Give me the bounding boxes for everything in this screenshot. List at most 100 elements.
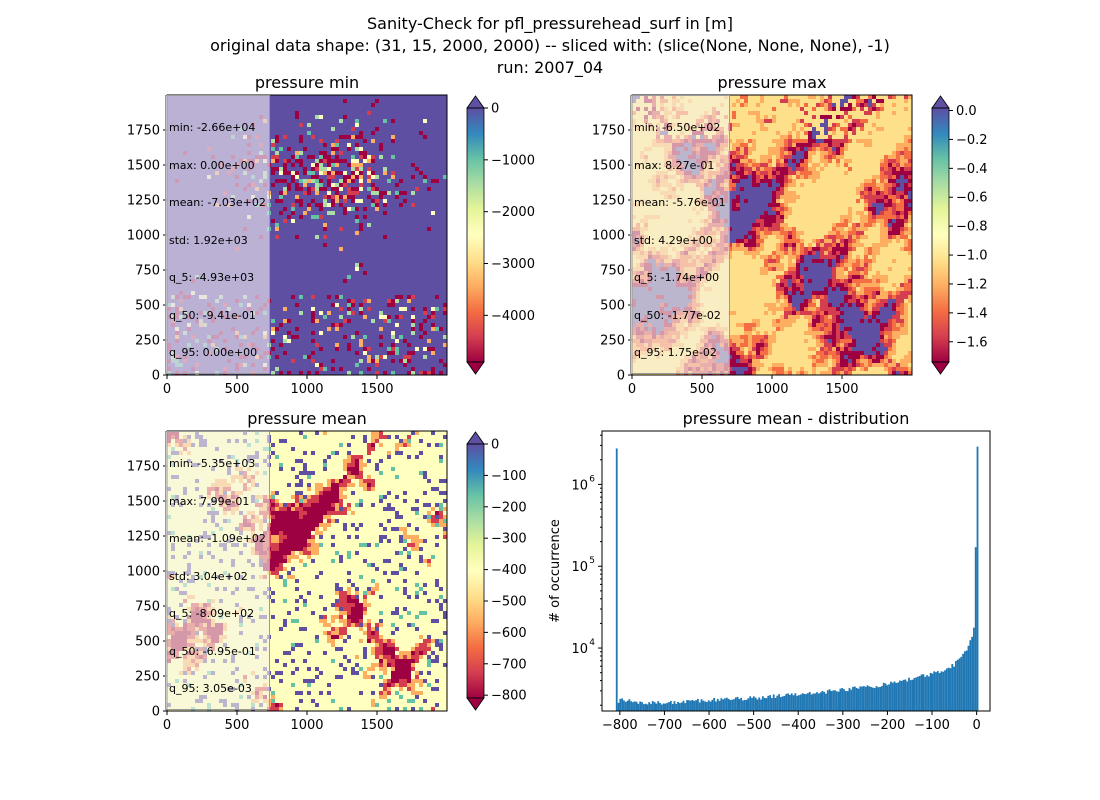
heatmap-cell: [800, 295, 804, 299]
heatmap-cell: [856, 267, 860, 271]
heatmap-cell: [844, 151, 848, 155]
heatmap-cell: [319, 207, 323, 211]
heatmap-cell: [740, 371, 744, 375]
heatmap-cell: [856, 111, 860, 115]
heatmap-cell: [840, 295, 844, 299]
heatmap-cell: [820, 279, 824, 283]
heatmap-cell: [848, 283, 852, 287]
heatmap-cell: [848, 347, 852, 351]
heatmap-cell: [868, 191, 872, 195]
heatmap-cell: [728, 175, 732, 179]
heatmap-cell: [808, 371, 812, 375]
heatmap-cell: [287, 331, 291, 335]
heatmap-cell: [792, 143, 796, 147]
heatmap-cell: [860, 283, 864, 287]
heatmap-cell: [772, 307, 776, 311]
heatmap-cell: [872, 235, 876, 239]
heatmap-cell: [856, 135, 860, 139]
heatmap-cell: [788, 99, 792, 103]
heatmap-cell: [423, 355, 427, 359]
heatmap-cell: [355, 331, 359, 335]
heatmap-cell: [844, 99, 848, 103]
heatmap-cell: [760, 167, 764, 171]
heatmap-cell: [900, 283, 904, 287]
heatmap-cell: [848, 303, 852, 307]
heatmap-cell: [892, 231, 896, 235]
heatmap-cell: [395, 347, 399, 351]
heatmap-cell: [908, 319, 912, 323]
heatmap-cell: [808, 323, 812, 327]
heatmap-cell: [752, 323, 756, 327]
heatmap-cell: [832, 355, 836, 359]
heatmap-cell: [784, 167, 788, 171]
heatmap-cell: [804, 107, 808, 111]
heatmap-cell: [756, 355, 760, 359]
heatmap-cell: [744, 143, 748, 147]
heatmap-cell: [856, 275, 860, 279]
x-tick-label: 500: [225, 382, 250, 397]
heatmap-cell: [327, 163, 331, 167]
heatmap-cell: [840, 279, 844, 283]
heatmap-cell: [828, 99, 832, 103]
heatmap-cell: [740, 103, 744, 107]
heatmap-cell: [744, 163, 748, 167]
heatmap-cell: [339, 203, 343, 207]
heatmap-cell: [776, 287, 780, 291]
heatmap-cell: [880, 167, 884, 171]
heatmap-cell: [864, 303, 868, 307]
heatmap-cell: [872, 243, 876, 247]
heatmap-cell: [892, 103, 896, 107]
heatmap-cell: [804, 139, 808, 143]
heatmap-cell: [772, 223, 776, 227]
heatmap-cell: [732, 355, 736, 359]
heatmap-cell: [908, 179, 912, 183]
heatmap-cell: [291, 359, 295, 363]
heatmap-cell: [740, 187, 744, 191]
heatmap-cell: [427, 347, 431, 351]
heatmap-cell: [772, 115, 776, 119]
heatmap-cell: [808, 155, 812, 159]
heatmap-cell: [335, 139, 339, 143]
heatmap-cell: [776, 131, 780, 135]
heatmap-cell: [864, 319, 868, 323]
heatmap-cell: [888, 187, 892, 191]
heatmap-cell: [900, 315, 904, 319]
heatmap-cell: [776, 163, 780, 167]
heatmap-cell: [351, 311, 355, 315]
heatmap-cell: [772, 323, 776, 327]
heatmap-cell: [299, 179, 303, 183]
heatmap-cell: [852, 235, 856, 239]
heatmap-cell: [836, 239, 840, 243]
heatmap-cell: [776, 127, 780, 131]
heatmap-cell: [792, 163, 796, 167]
heatmap-cell: [868, 299, 872, 303]
heatmap-cell: [880, 299, 884, 303]
heatmap-cell: [752, 155, 756, 159]
heatmap-cell: [816, 351, 820, 355]
heatmap-cell: [848, 335, 852, 339]
heatmap-cell: [403, 307, 407, 311]
heatmap-cell: [736, 327, 740, 331]
heatmap-cell: [892, 227, 896, 231]
heatmap-cell: [888, 283, 892, 287]
heatmap-cell: [864, 343, 868, 347]
heatmap-cell: [740, 135, 744, 139]
heatmap-cell: [744, 255, 748, 259]
heatmap-cell: [800, 163, 804, 167]
heatmap-cell: [812, 235, 816, 239]
heatmap-cell: [760, 103, 764, 107]
heatmap-cell: [776, 195, 780, 199]
heatmap-cell: [864, 363, 868, 367]
heatmap-cell: [876, 119, 880, 123]
heatmap-cell: [395, 351, 399, 355]
heatmap-cell: [908, 151, 912, 155]
heatmap-cell: [880, 211, 884, 215]
heatmap-cell: [872, 251, 876, 255]
heatmap-cell: [391, 299, 395, 303]
heatmap-cell: [740, 179, 744, 183]
heatmap-cell: [796, 251, 800, 255]
heatmap-cell: [343, 183, 347, 187]
heatmap-cell: [323, 187, 327, 191]
heatmap-cell: [343, 319, 347, 323]
heatmap-cell: [780, 119, 784, 123]
